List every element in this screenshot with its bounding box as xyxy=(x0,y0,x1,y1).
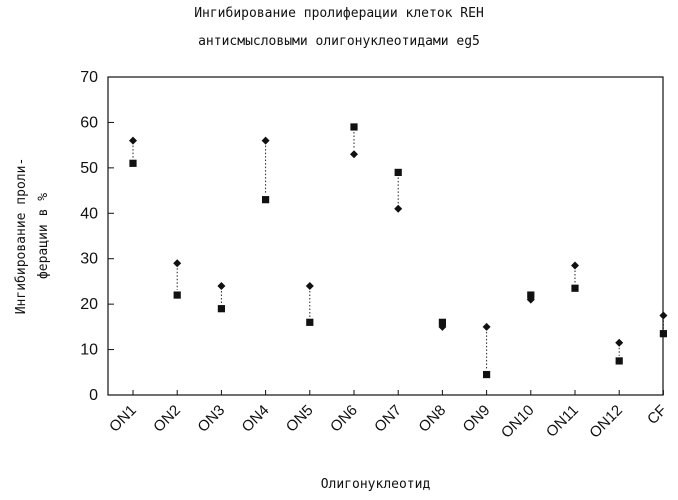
square-point xyxy=(660,330,667,337)
square-point xyxy=(439,319,446,326)
x-tick-label: ON1 xyxy=(106,402,140,436)
x-tick-label: ON6 xyxy=(327,402,361,436)
x-tick-label: ON10 xyxy=(498,402,538,442)
diamond-point xyxy=(350,150,358,158)
x-axis-title: Олигонуклеотид xyxy=(321,477,431,492)
y-axis-title-line: ферации в % xyxy=(36,193,51,279)
square-point xyxy=(129,160,136,167)
square-point xyxy=(174,291,181,298)
x-tick-label: ON12 xyxy=(586,402,626,442)
y-tick-label: 40 xyxy=(80,205,98,222)
x-tick-label: ON11 xyxy=(543,402,582,441)
y-tick-label: 30 xyxy=(80,251,98,268)
x-tick-label: ON2 xyxy=(150,402,184,436)
square-point xyxy=(483,371,490,378)
square-point xyxy=(262,196,269,203)
diamond-point xyxy=(306,282,314,290)
x-tick-label: CF xyxy=(644,402,670,428)
diamond-point xyxy=(483,323,491,331)
square-point xyxy=(527,291,534,298)
diamond-point xyxy=(129,137,137,145)
y-tick-label: 10 xyxy=(80,342,98,359)
x-tick-label: ON3 xyxy=(194,402,228,436)
square-point xyxy=(306,319,313,326)
square-point xyxy=(218,305,225,312)
y-tick-label: 0 xyxy=(89,387,98,404)
square-point xyxy=(395,169,402,176)
y-axis-title-line: Ингибирование проли- xyxy=(14,158,29,315)
diamond-point xyxy=(571,262,579,270)
y-tick-label: 60 xyxy=(80,114,98,131)
x-tick-label: ON8 xyxy=(415,402,449,436)
x-tick-label: ON9 xyxy=(460,402,494,436)
y-axis-title: Ингибирование проли-ферации в % xyxy=(14,158,51,315)
square-point xyxy=(571,285,578,292)
diamond-point xyxy=(615,339,623,347)
diamond-point xyxy=(659,312,667,320)
y-tick-label: 50 xyxy=(80,160,98,177)
diamond-point xyxy=(173,259,181,267)
diamond-point xyxy=(394,205,402,213)
y-tick-label: 20 xyxy=(80,296,98,313)
square-point xyxy=(616,357,623,364)
diamond-point xyxy=(262,137,270,145)
y-tick-label: 70 xyxy=(80,69,98,86)
square-point xyxy=(350,123,357,130)
x-tick-label: ON7 xyxy=(371,402,405,436)
plot-frame xyxy=(108,77,663,395)
x-tick-label: ON4 xyxy=(239,402,273,436)
diamond-point xyxy=(217,282,225,290)
x-tick-label: ON5 xyxy=(283,402,317,436)
